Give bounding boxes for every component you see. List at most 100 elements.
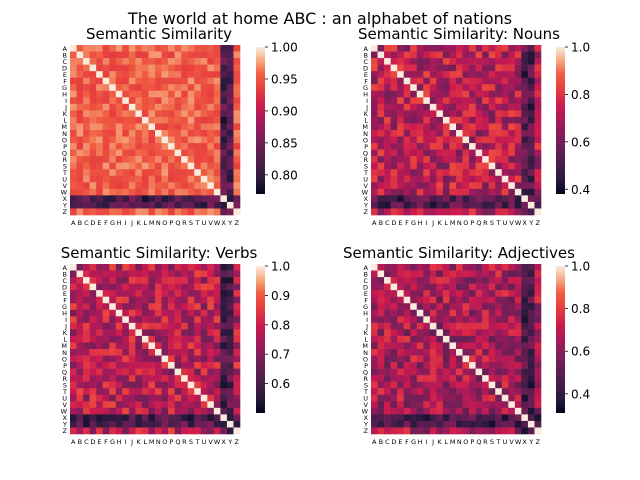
y-tick-label: N: [363, 349, 368, 357]
heatmap-cell: [83, 103, 90, 111]
heatmap-cell: [475, 77, 483, 85]
heatmap-cell: [514, 77, 522, 85]
heatmap-cell: [410, 420, 418, 428]
x-tick-label: L: [143, 219, 147, 227]
heatmap-cell: [233, 355, 241, 363]
heatmap-cell: [161, 309, 169, 317]
heatmap-cell: [70, 208, 77, 216]
heatmap-cell: [436, 58, 444, 65]
heatmap-cell: [226, 342, 234, 350]
x-tick-label: R: [483, 438, 488, 446]
heatmap-cell: [429, 149, 437, 157]
colorbar: [256, 266, 265, 413]
heatmap-cell: [181, 110, 188, 118]
x-tick-label: A: [71, 219, 76, 227]
heatmap-cell: [181, 322, 188, 330]
heatmap-cell: [161, 290, 169, 297]
heatmap-cell: [462, 368, 470, 376]
x-tick-label: I: [426, 219, 428, 227]
heatmap-cell: [220, 342, 228, 350]
heatmap-cell: [168, 123, 175, 131]
heatmap-cell: [128, 156, 136, 163]
heatmap-cell: [207, 309, 215, 317]
heatmap-cell: [89, 175, 97, 183]
heatmap-cell: [416, 329, 424, 337]
heatmap-cell: [168, 420, 175, 428]
heatmap-cell: [89, 208, 97, 216]
heatmap-cell: [456, 381, 463, 389]
heatmap-cell: [96, 394, 103, 402]
heatmap-cell: [495, 303, 503, 311]
heatmap-cell: [456, 342, 463, 350]
heatmap-cell: [521, 303, 529, 311]
heatmap-cell: [410, 143, 418, 150]
heatmap-cell: [89, 407, 97, 415]
heatmap-cell: [521, 349, 529, 356]
heatmap-cell: [128, 283, 136, 291]
heatmap-cell: [534, 362, 542, 369]
heatmap-cell: [155, 368, 162, 376]
heatmap-cell: [102, 45, 110, 52]
heatmap-cell: [527, 136, 535, 144]
heatmap-cell: [534, 342, 542, 350]
heatmap-cell: [416, 264, 424, 271]
heatmap-cell: [220, 407, 228, 415]
heatmap-cell: [135, 64, 143, 72]
x-tick-label: E: [398, 219, 402, 227]
heatmap-cell: [527, 368, 535, 376]
heatmap-cell: [482, 309, 489, 317]
heatmap-cell: [371, 103, 378, 111]
heatmap-cell: [371, 349, 378, 356]
heatmap-cell: [187, 156, 195, 163]
heatmap-cell: [109, 290, 117, 297]
heatmap-cell: [397, 45, 404, 52]
heatmap-cell: [410, 90, 418, 98]
heatmap-cell: [207, 149, 215, 157]
heatmap-cell: [423, 136, 431, 144]
heatmap-cell: [226, 208, 234, 216]
heatmap-cell: [410, 375, 418, 382]
heatmap-cell: [141, 277, 149, 284]
heatmap-cell: [390, 175, 398, 183]
heatmap-cell: [226, 162, 234, 170]
heatmap-cell: [128, 116, 136, 124]
heatmap-cell: [76, 103, 84, 111]
heatmap-cell: [115, 45, 123, 52]
heatmap-cell: [390, 162, 398, 170]
heatmap-cell: [168, 149, 175, 157]
heatmap-cell: [442, 355, 450, 363]
heatmap-cell: [174, 362, 182, 369]
heatmap-cell: [83, 303, 90, 311]
heatmap-cell: [482, 329, 489, 337]
heatmap-cell: [109, 116, 117, 124]
heatmap-cell: [155, 123, 162, 131]
heatmap-cell: [527, 143, 535, 150]
heatmap-cell: [527, 90, 535, 98]
heatmap-cell: [122, 394, 130, 402]
colorbar-tick-label: 0.4: [571, 387, 590, 401]
heatmap-cell: [390, 296, 398, 304]
heatmap-cell: [161, 427, 169, 435]
x-tick-label: Q: [476, 219, 481, 227]
heatmap-cell: [109, 58, 117, 65]
heatmap-cell: [128, 381, 136, 389]
heatmap-cell: [469, 427, 476, 435]
heatmap-cell: [456, 388, 463, 396]
heatmap-cell: [456, 175, 463, 183]
x-tick-label: M: [149, 438, 155, 446]
y-tick-label: B: [364, 51, 368, 59]
heatmap-cell: [377, 208, 385, 216]
heatmap-cell: [377, 375, 385, 382]
heatmap-cell: [403, 208, 411, 216]
heatmap-cell: [155, 64, 162, 72]
heatmap-cell: [501, 394, 509, 402]
heatmap-cell: [403, 45, 411, 52]
heatmap-cell: [220, 208, 228, 216]
heatmap-cell: [128, 188, 136, 196]
x-tick-label: C: [385, 438, 390, 446]
heatmap-cell: [141, 90, 149, 98]
heatmap-cell: [371, 90, 378, 98]
heatmap-cell: [403, 84, 411, 92]
heatmap-cell: [233, 156, 241, 163]
heatmap-cell: [207, 130, 215, 137]
